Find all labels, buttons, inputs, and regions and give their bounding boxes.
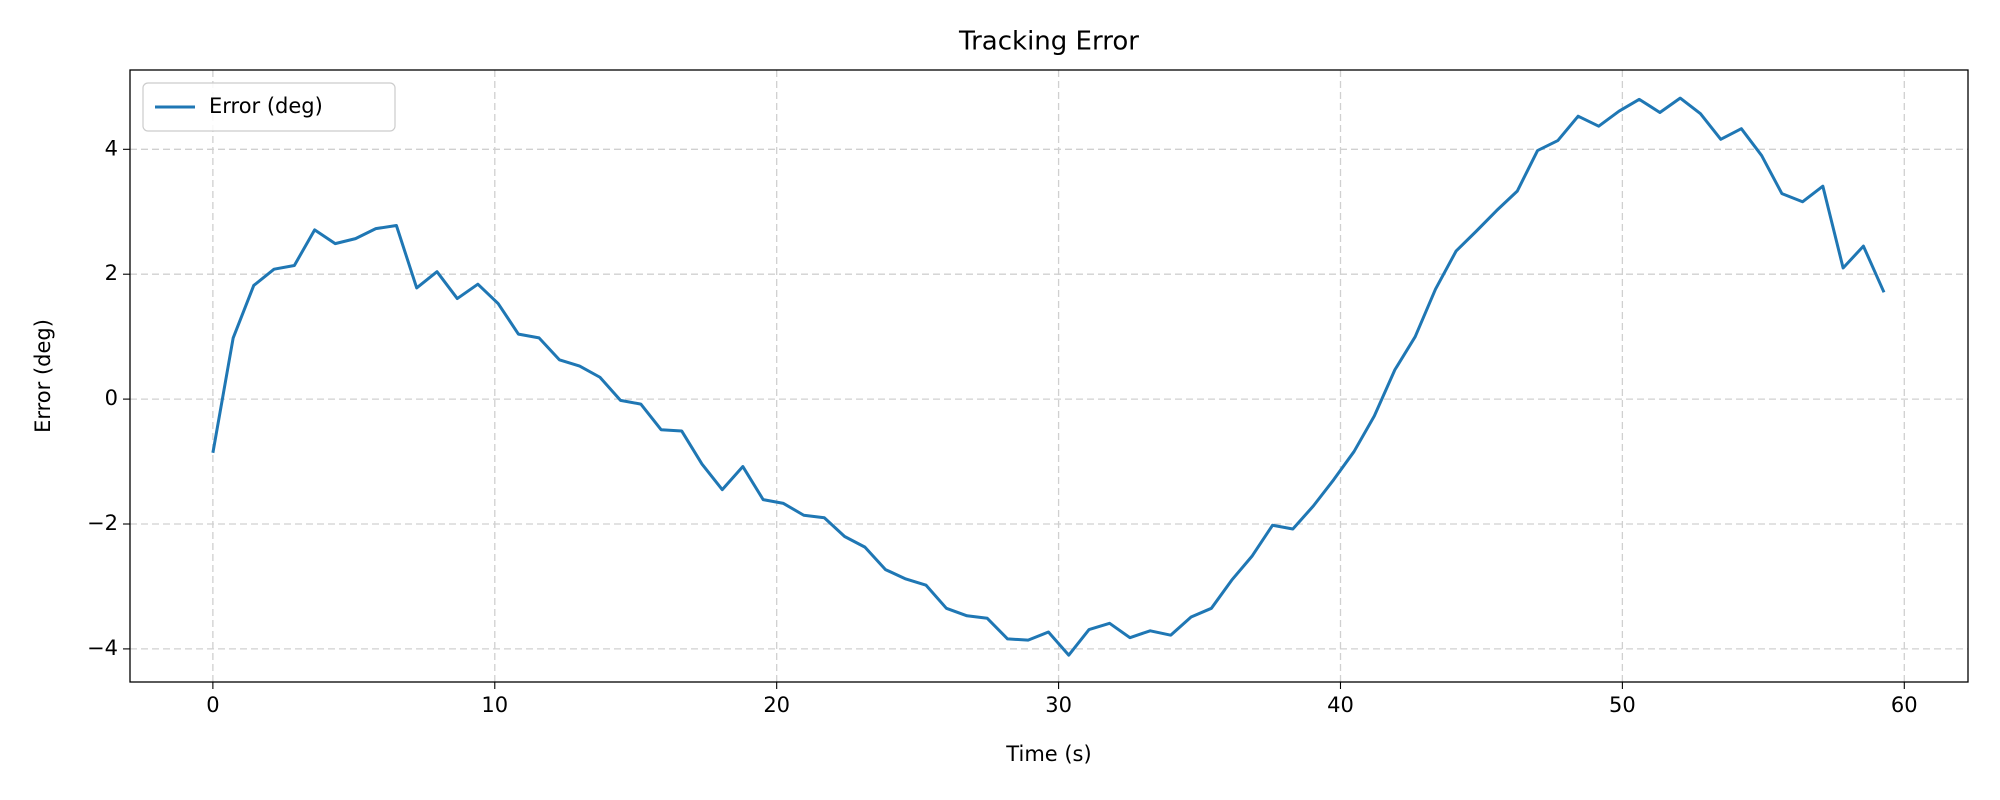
legend-box	[142, 82, 396, 132]
x-tick-label: 0	[206, 693, 219, 717]
chart-title: Tracking Error	[958, 27, 1139, 57]
x-tick-label: 40	[1327, 693, 1354, 717]
data-line	[211, 96, 1886, 657]
x-axis-label: Time (s)	[1005, 742, 1091, 766]
y-tick-label: −4	[87, 636, 118, 660]
x-tick-label: 10	[481, 693, 508, 717]
x-tick-label: 60	[1891, 693, 1918, 717]
y-axis-label: Error (deg)	[31, 319, 55, 433]
x-tick-label: 30	[1045, 693, 1072, 717]
y-tick-label: 0	[105, 386, 118, 410]
y-tick-label: −2	[87, 511, 118, 535]
legend-label: Error (deg)	[209, 94, 323, 118]
x-tick-label: 50	[1609, 693, 1636, 717]
x-tick-label: 20	[763, 693, 790, 717]
y-tick-label: 2	[105, 261, 118, 285]
y-tick-label: 4	[105, 136, 118, 160]
plot-frame	[129, 69, 1969, 683]
